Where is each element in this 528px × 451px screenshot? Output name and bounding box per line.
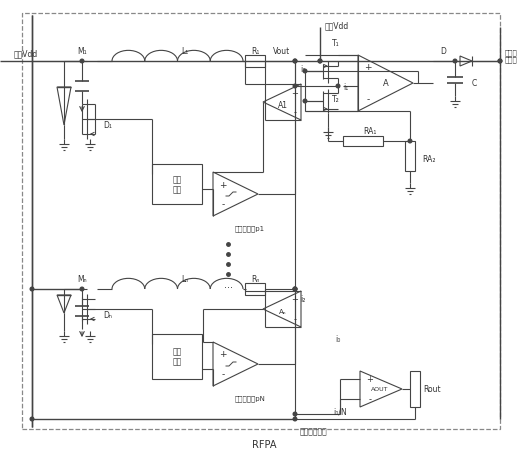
Text: +: + (364, 63, 372, 72)
Circle shape (30, 288, 34, 291)
Text: i₁: i₁ (343, 83, 348, 91)
Text: RA₂: RA₂ (422, 155, 436, 164)
Text: i₀/N: i₀/N (333, 407, 347, 415)
Text: +: + (219, 350, 227, 359)
Text: -: - (221, 200, 224, 209)
Text: D₁: D₁ (103, 120, 112, 129)
Text: -: - (294, 108, 297, 117)
Circle shape (293, 417, 297, 421)
Circle shape (293, 288, 297, 291)
Text: 滞环比较器p1: 滞环比较器p1 (235, 225, 265, 232)
Text: Vout: Vout (273, 47, 290, 56)
Text: ...: ... (223, 279, 232, 290)
Text: Rout: Rout (423, 385, 441, 394)
Text: M₁: M₁ (77, 47, 87, 56)
Circle shape (293, 60, 297, 64)
Text: Dₙ: Dₙ (103, 310, 112, 319)
Bar (245, 56, 265, 68)
Text: T₁: T₁ (332, 39, 340, 48)
Text: RFPA: RFPA (252, 439, 276, 449)
Text: +: + (291, 295, 298, 304)
Bar (245, 283, 265, 295)
Text: A: A (383, 79, 389, 88)
Circle shape (318, 60, 322, 64)
Circle shape (293, 412, 297, 416)
Text: RA₁: RA₁ (363, 127, 376, 136)
Text: T₂: T₂ (332, 95, 340, 104)
Text: L₁: L₁ (182, 47, 188, 56)
Bar (152, 334, 202, 379)
Text: -: - (221, 370, 224, 379)
Text: i₂: i₂ (300, 295, 305, 304)
Circle shape (293, 60, 297, 64)
Text: i₂: i₂ (300, 65, 305, 74)
Text: 直流Vdd: 直流Vdd (325, 22, 349, 30)
Text: 滞环比较器pN: 滞环比较器pN (235, 395, 266, 401)
Text: D: D (440, 47, 446, 56)
Text: C: C (472, 79, 477, 88)
Circle shape (408, 140, 412, 143)
Text: R₁: R₁ (251, 47, 259, 56)
Circle shape (293, 85, 297, 88)
Polygon shape (57, 88, 71, 126)
Text: 直流Vdd: 直流Vdd (14, 50, 38, 58)
Circle shape (80, 60, 84, 64)
Circle shape (498, 60, 502, 64)
Text: -: - (294, 315, 297, 324)
Polygon shape (213, 173, 258, 216)
Circle shape (293, 288, 297, 291)
Text: +: + (366, 375, 373, 384)
Bar (152, 165, 202, 205)
Text: -: - (369, 395, 372, 404)
Circle shape (453, 60, 457, 64)
Circle shape (30, 417, 34, 421)
Polygon shape (358, 56, 413, 112)
Circle shape (498, 60, 502, 64)
Bar (343, 137, 383, 147)
Circle shape (80, 288, 84, 291)
Text: Lₙ: Lₙ (182, 275, 188, 284)
Bar (410, 371, 420, 407)
Polygon shape (263, 85, 301, 121)
Polygon shape (460, 57, 472, 67)
Text: Mₙ: Mₙ (77, 275, 87, 284)
Text: +: + (219, 180, 227, 189)
Circle shape (303, 70, 307, 74)
Text: -: - (366, 95, 370, 104)
Circle shape (293, 288, 297, 291)
Text: 输入射
频信号: 输入射 频信号 (505, 49, 518, 63)
Text: i₀: i₀ (335, 335, 341, 344)
Bar (405, 142, 415, 172)
Polygon shape (263, 291, 301, 327)
Text: Aₙ: Aₙ (279, 308, 287, 314)
Polygon shape (57, 295, 71, 313)
Text: AOUT: AOUT (371, 387, 389, 391)
Text: A1: A1 (278, 100, 288, 109)
Circle shape (303, 100, 307, 104)
Text: 隔离
驱动: 隔离 驱动 (172, 346, 182, 366)
Circle shape (318, 60, 322, 64)
Text: Rₙ: Rₙ (251, 275, 259, 284)
Polygon shape (360, 371, 402, 407)
Text: 隔离
驱动: 隔离 驱动 (172, 175, 182, 194)
Circle shape (336, 85, 340, 88)
Text: 输出动态电压: 输出动态电压 (300, 427, 328, 436)
Polygon shape (213, 342, 258, 386)
Text: +: + (291, 88, 298, 97)
